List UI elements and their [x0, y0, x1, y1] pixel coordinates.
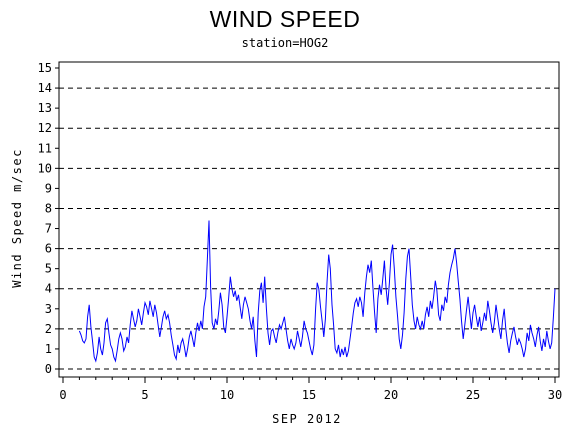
y-tick-label-2: 2	[45, 322, 52, 336]
y-tick-label-7: 7	[45, 222, 52, 236]
y-tick-label-14: 14	[38, 81, 52, 95]
x-tick-label-25: 25	[466, 388, 480, 402]
y-axis-label: Wind Speed m/sec	[10, 148, 24, 288]
gridlines	[59, 87, 559, 370]
x-tick-label-0: 0	[59, 388, 66, 402]
plot-frame	[58, 61, 560, 378]
y-tick-label-9: 9	[45, 181, 52, 195]
y-tick-label-0: 0	[45, 362, 52, 376]
y-tick-label-4: 4	[45, 282, 52, 296]
chart-title: WIND SPEED	[209, 6, 361, 32]
y-tick-label-8: 8	[45, 201, 52, 215]
x-tick-label-20: 20	[384, 388, 398, 402]
y-tick-label-13: 13	[38, 101, 52, 115]
x-tick-label-30: 30	[548, 388, 562, 402]
y-tick-label-6: 6	[45, 242, 52, 256]
wind-speed-series-line	[78, 220, 556, 363]
series-layer	[78, 220, 556, 363]
y-tick-label-3: 3	[45, 302, 52, 316]
y-tick-label-1: 1	[45, 342, 52, 356]
y-tick-label-15: 15	[38, 61, 52, 75]
y-tick-label-5: 5	[45, 262, 52, 276]
x-tick-label-10: 10	[220, 388, 234, 402]
x-tick-label-5: 5	[141, 388, 148, 402]
x-tick-label-15: 15	[302, 388, 316, 402]
y-tick-label-11: 11	[38, 141, 52, 155]
chart-subtitle: station=HOG2	[241, 36, 329, 50]
x-axis-label: SEP 2012	[272, 412, 342, 426]
y-tick-label-12: 12	[38, 121, 52, 135]
y-tick-label-10: 10	[38, 161, 52, 175]
